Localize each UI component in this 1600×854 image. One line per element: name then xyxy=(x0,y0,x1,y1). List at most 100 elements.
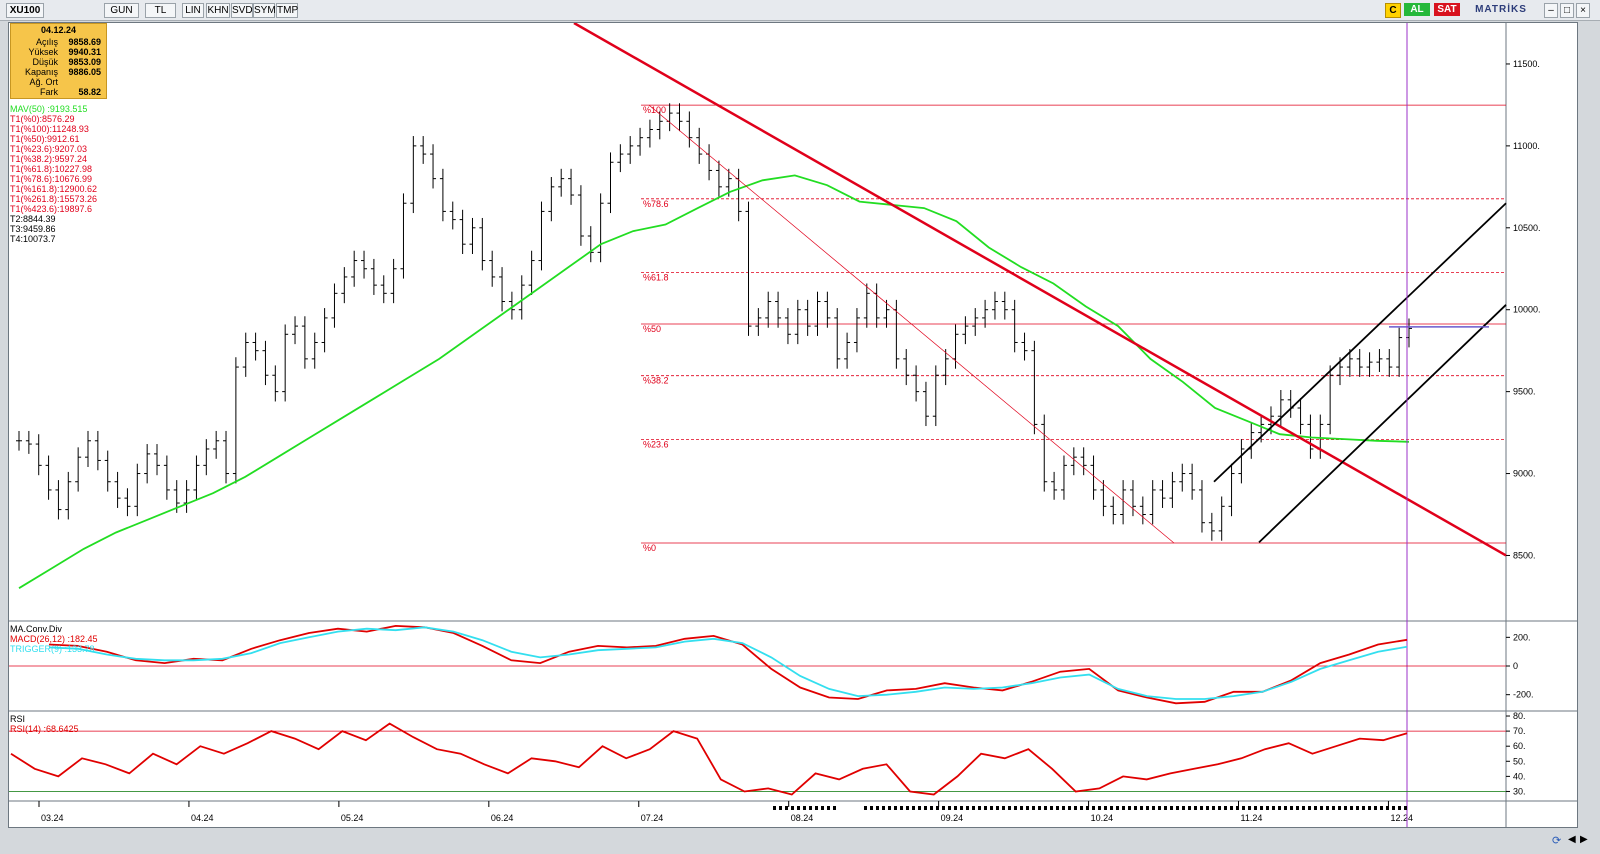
date-marker xyxy=(1002,806,1005,810)
date-marker xyxy=(1338,806,1341,810)
date-marker xyxy=(930,806,933,810)
date-marker xyxy=(1230,806,1233,810)
date-marker xyxy=(1242,806,1245,810)
x-tick-label: 05.24 xyxy=(341,813,364,823)
macd-y-tick-label: -200. xyxy=(1513,690,1534,700)
trigger-line xyxy=(48,626,1408,700)
info-row: Yüksek 9940.31 xyxy=(13,47,103,57)
fib-level-label: T1(%0):8576.29 xyxy=(10,114,75,124)
x-tick-label: 10.24 xyxy=(1091,813,1114,823)
fib-level-label: T1(%78.6):10676.99 xyxy=(10,174,93,184)
info-value: 58.82 xyxy=(78,87,101,97)
chart-tool-icon[interactable]: ⟳ xyxy=(1552,835,1562,847)
fib-level-text: %23.6 xyxy=(643,440,669,450)
symbol-field[interactable]: XU100 xyxy=(6,3,44,18)
date-marker xyxy=(785,806,788,810)
scroll-right-icon[interactable]: ▶ xyxy=(1580,834,1588,845)
x-tick-label: 07.24 xyxy=(641,813,664,823)
date-marker xyxy=(827,806,830,810)
c-button[interactable]: C xyxy=(1385,3,1401,18)
toolbar-button-khn[interactable]: KHN xyxy=(206,3,230,18)
date-marker xyxy=(1122,806,1125,810)
info-date: 04.12.24 xyxy=(40,25,77,35)
date-marker xyxy=(1398,806,1401,810)
date-marker xyxy=(990,806,993,810)
toolbar-button-tmp[interactable]: TMP xyxy=(276,3,299,18)
toolbar-button-tl[interactable]: TL xyxy=(145,3,176,18)
x-tick-label: 09.24 xyxy=(941,813,964,823)
y-tick-label: 10500. xyxy=(1513,223,1541,233)
date-marker xyxy=(803,806,806,810)
date-marker xyxy=(1362,806,1365,810)
info-row: Kapanış 9886.05 xyxy=(13,67,103,77)
date-marker xyxy=(1086,806,1089,810)
date-marker xyxy=(1224,806,1227,810)
rsi-label: RSI(14) :68.6425 xyxy=(10,724,79,734)
date-marker xyxy=(1278,806,1281,810)
fib-level-label: T1(%23.6):9207.03 xyxy=(10,144,88,154)
date-marker xyxy=(815,806,818,810)
date-marker xyxy=(972,806,975,810)
minimize-button[interactable]: – xyxy=(1544,3,1558,18)
date-marker xyxy=(1194,806,1197,810)
toolbar-button-lin[interactable]: LIN xyxy=(182,3,204,18)
date-marker xyxy=(888,806,891,810)
y-tick-label: 9000. xyxy=(1513,469,1536,479)
date-marker xyxy=(882,806,885,810)
info-row: Düşük 9853.09 xyxy=(13,57,103,67)
y-tick-label: 11500. xyxy=(1513,59,1540,69)
date-marker xyxy=(1368,806,1371,810)
fib-diagonal-line xyxy=(648,104,1175,544)
date-marker xyxy=(1206,806,1209,810)
chart-plot-area[interactable]: 8500. 9000. 9500. 10000. 10500. 11000. 11500. 0… xyxy=(8,22,1578,828)
date-marker xyxy=(1146,806,1149,810)
date-marker xyxy=(1380,806,1383,810)
info-row: Açılış 9858.69 xyxy=(13,37,103,47)
date-marker xyxy=(1356,806,1359,810)
date-marker xyxy=(1170,806,1173,810)
fib-level-label: T1(%100):11248.93 xyxy=(10,124,89,134)
moving-average-line xyxy=(18,174,1410,589)
info-value: 9940.31 xyxy=(68,47,101,57)
date-marker xyxy=(1344,806,1347,810)
date-marker xyxy=(1080,806,1083,810)
date-marker xyxy=(1104,806,1107,810)
date-marker xyxy=(1350,806,1353,810)
channel-upper-line xyxy=(1213,202,1507,483)
info-label: Yüksek xyxy=(28,47,58,57)
toolbar-button-sym[interactable]: SYM xyxy=(253,3,276,18)
scroll-left-icon[interactable]: ◀ xyxy=(1568,834,1576,845)
y-tick-label: 9500. xyxy=(1513,387,1536,397)
date-marker xyxy=(1254,806,1257,810)
trigger-label: TRIGGER(9) :133.78 xyxy=(10,644,95,654)
info-label: Açılış xyxy=(35,37,58,47)
x-tick-label: 06.24 xyxy=(491,813,514,823)
date-marker xyxy=(954,806,957,810)
x-tick-label: 11.24 xyxy=(1241,813,1263,823)
scroll-controls[interactable]: ⟳ ◀ ▶ xyxy=(1552,834,1592,848)
fib-level-label: T4:10073.7 xyxy=(10,234,56,244)
date-marker xyxy=(1176,806,1179,810)
close-button[interactable]: × xyxy=(1576,3,1590,18)
sell-button[interactable]: SAT xyxy=(1434,3,1460,16)
buy-button[interactable]: AL xyxy=(1404,3,1430,16)
info-value: 9853.09 xyxy=(68,57,101,67)
date-marker xyxy=(912,806,915,810)
maximize-button[interactable]: □ xyxy=(1560,3,1574,18)
date-marker xyxy=(1296,806,1299,810)
brand-logo: MATRİKS xyxy=(1475,4,1527,15)
x-tick-label: 08.24 xyxy=(791,813,814,823)
date-marker xyxy=(809,806,812,810)
date-marker xyxy=(1056,806,1059,810)
date-marker xyxy=(1272,806,1275,810)
y-tick-label: 10000. xyxy=(1513,305,1541,315)
date-marker xyxy=(960,806,963,810)
macd-y-tick-label: 200. xyxy=(1513,632,1531,642)
date-marker xyxy=(821,806,824,810)
toolbar-button-gun[interactable]: GUN xyxy=(104,3,139,18)
mav-label: MAV(50) :9193.515 xyxy=(10,104,88,114)
info-label: Düşük xyxy=(32,57,58,67)
toolbar-button-svd[interactable]: SVD xyxy=(231,3,253,18)
date-marker xyxy=(1032,806,1035,810)
